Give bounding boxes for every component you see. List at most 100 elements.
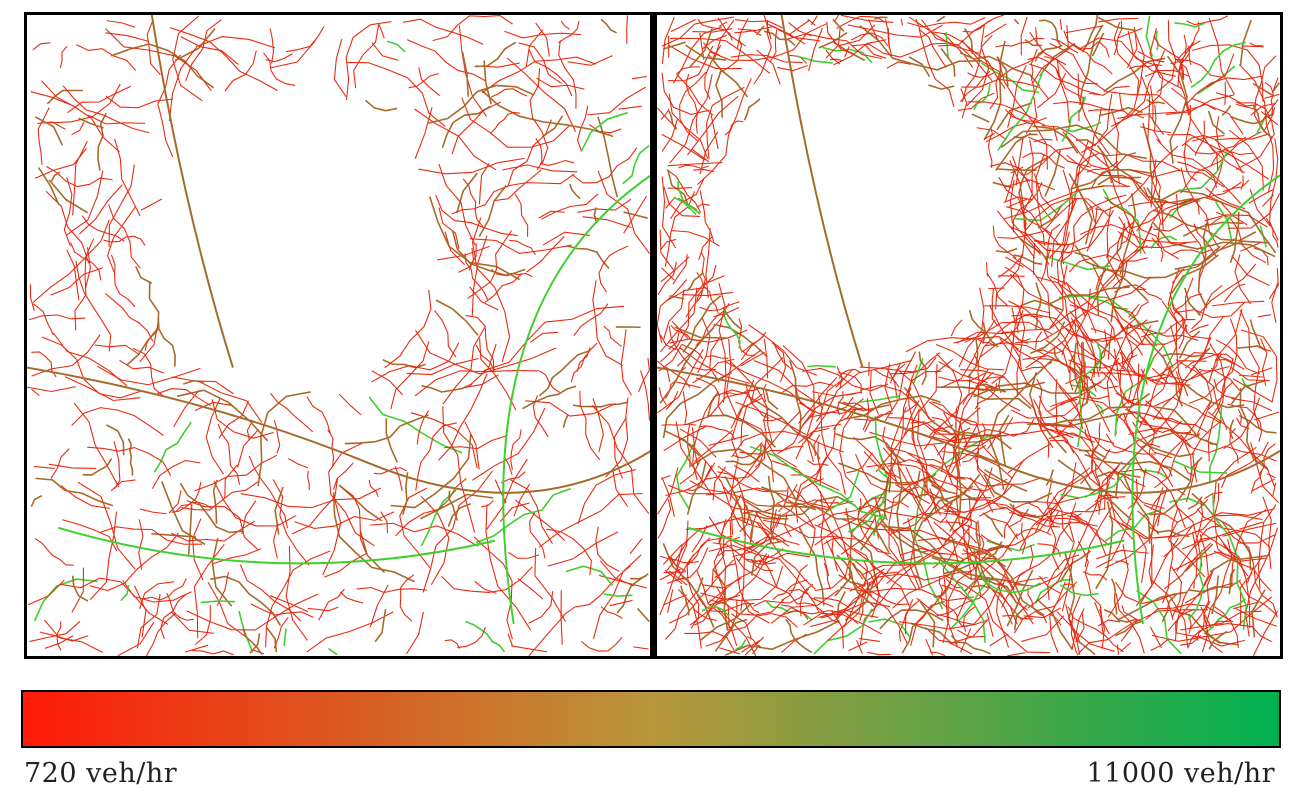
road-segment — [996, 102, 1033, 131]
road-segment — [908, 56, 931, 78]
arterial-road — [687, 526, 1125, 565]
road-segment — [1108, 515, 1147, 583]
road-segment — [59, 577, 169, 625]
road-segment — [599, 560, 635, 587]
road-segment — [1061, 461, 1123, 612]
road-segment — [1272, 482, 1277, 496]
road-segment — [598, 245, 629, 293]
road-segment — [982, 512, 1004, 538]
road-segment — [722, 307, 743, 331]
road-segment — [1049, 43, 1178, 112]
road-segment — [1013, 581, 1078, 634]
road-segment — [1190, 41, 1246, 88]
road-segment — [813, 608, 873, 655]
road-segment — [1180, 610, 1262, 631]
road-segment — [730, 361, 774, 445]
road-segment — [465, 315, 495, 372]
road-segment — [1207, 381, 1234, 410]
road-segment — [371, 42, 399, 61]
road-segment — [660, 267, 675, 281]
road-segment — [1167, 133, 1269, 180]
road-segment — [730, 612, 798, 632]
road-segment — [995, 253, 1023, 310]
road-segment — [1145, 15, 1154, 57]
road-segment — [714, 618, 748, 652]
road-segment — [99, 526, 203, 545]
road-segment — [1069, 310, 1097, 378]
road-segment — [1068, 254, 1148, 273]
road-segment — [1174, 22, 1206, 28]
road-segment — [1049, 507, 1060, 570]
road-segment — [710, 594, 740, 610]
road-segment — [569, 183, 581, 200]
road-segment — [936, 353, 963, 443]
road-segment — [814, 518, 857, 546]
road-segment — [1151, 596, 1273, 642]
road-segment — [1162, 508, 1179, 604]
road-segment — [541, 193, 599, 220]
road-segment — [48, 463, 97, 470]
road-segment — [796, 55, 833, 64]
road-segment — [151, 459, 201, 489]
road-segment — [1211, 604, 1239, 649]
road-segment — [960, 88, 968, 119]
road-segment — [1268, 268, 1279, 300]
road-segment — [970, 584, 1000, 594]
road-segment — [661, 17, 675, 64]
road-segment — [119, 359, 164, 374]
road-segment — [899, 547, 943, 556]
road-segment — [1221, 521, 1255, 584]
road-segment — [1169, 365, 1181, 394]
road-segment — [1070, 619, 1076, 651]
road-segment — [716, 586, 730, 631]
road-segment — [104, 293, 154, 342]
road-segment — [475, 487, 571, 544]
road-segment — [709, 336, 721, 383]
road-segment — [1152, 222, 1276, 258]
road-segment — [472, 407, 546, 481]
road-segment — [983, 132, 995, 140]
road-segment — [768, 23, 821, 42]
road-segment — [755, 25, 765, 36]
road-segment — [306, 611, 394, 653]
road-segment — [958, 287, 985, 368]
road-segment — [1013, 497, 1080, 510]
road-segment — [269, 595, 309, 613]
road-segment — [1018, 155, 1051, 206]
road-segment — [1230, 366, 1270, 382]
road-segment — [1012, 333, 1022, 371]
road-segment — [382, 359, 426, 369]
road-segment — [820, 498, 836, 577]
road-segment — [370, 522, 479, 547]
road-segment — [1084, 506, 1113, 568]
road-segment — [1015, 527, 1052, 537]
road-segment — [1079, 449, 1107, 459]
road-segment — [689, 519, 727, 626]
road-segment — [882, 426, 903, 467]
road-segment — [1050, 439, 1115, 481]
road-segment — [474, 580, 497, 594]
road-segment — [50, 267, 104, 296]
road-segment — [1008, 110, 1046, 126]
road-segment — [108, 204, 141, 269]
road-segment — [1208, 308, 1243, 383]
road-segment — [565, 565, 614, 587]
road-segment — [66, 170, 104, 236]
road-segment — [536, 77, 585, 90]
road-segment — [904, 599, 914, 635]
road-segment — [664, 591, 698, 640]
road-network-map-left — [27, 15, 651, 656]
road-segment — [1145, 366, 1172, 405]
road-segment — [859, 366, 930, 420]
road-segment — [677, 589, 702, 649]
road-segment — [184, 644, 209, 653]
road-segment — [1188, 579, 1242, 593]
road-segment — [1183, 151, 1197, 182]
road-segment — [665, 196, 676, 209]
road-segment — [1023, 607, 1061, 619]
road-segment — [802, 367, 889, 392]
road-segment — [504, 30, 582, 39]
road-segment — [560, 20, 570, 30]
road-segment — [461, 51, 470, 97]
arterial-road — [57, 526, 496, 565]
